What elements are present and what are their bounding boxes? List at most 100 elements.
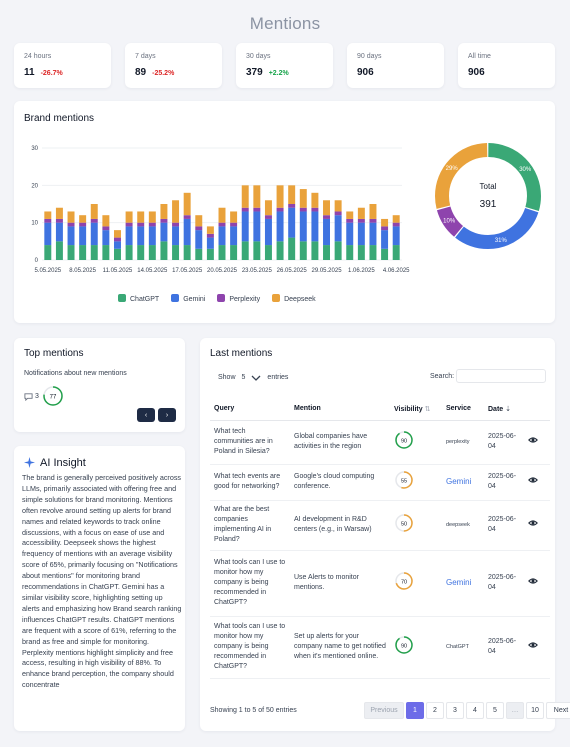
bar-segment-perplexity[interactable]	[369, 218, 377, 223]
bar-segment-chatgpt[interactable]	[264, 245, 272, 260]
bar-segment-chatgpt[interactable]	[148, 245, 156, 260]
bar-segment-chatgpt[interactable]	[218, 245, 226, 260]
bar-segment-chatgpt[interactable]	[276, 241, 284, 260]
bar-segment-deepseek[interactable]	[369, 204, 377, 219]
bar-segment-deepseek[interactable]	[148, 211, 156, 223]
bar-segment-perplexity[interactable]	[323, 215, 330, 219]
bar-segment-gemini[interactable]	[357, 222, 365, 246]
bar-segment-deepseek[interactable]	[102, 215, 110, 227]
pagination-page-3[interactable]: 3	[446, 702, 464, 719]
table-row[interactable]: What tech communities are in Poland in S…	[210, 420, 550, 465]
bar-segment-perplexity[interactable]	[67, 222, 75, 227]
bar-segment-deepseek[interactable]	[206, 226, 214, 234]
bar-segment-deepseek[interactable]	[125, 211, 133, 223]
bar-segment-perplexity[interactable]	[346, 218, 354, 223]
bar-segment-gemini[interactable]	[114, 241, 121, 249]
bar-segment-gemini[interactable]	[67, 226, 75, 246]
table-row[interactable]: What tools can I use to monitor how my c…	[210, 616, 550, 679]
bar-segment-gemini[interactable]	[288, 207, 296, 238]
bar-segment-perplexity[interactable]	[183, 215, 191, 219]
bar-segment-gemini[interactable]	[148, 226, 156, 246]
bar-segment-chatgpt[interactable]	[44, 245, 52, 260]
search-input[interactable]	[456, 369, 546, 383]
bar-segment-perplexity[interactable]	[44, 218, 52, 223]
bar-segment-chatgpt[interactable]	[392, 245, 400, 260]
bar-segment-chatgpt[interactable]	[206, 248, 214, 260]
bar-segment-chatgpt[interactable]	[323, 245, 330, 260]
bar-segment-deepseek[interactable]	[55, 207, 63, 219]
bar-segment-deepseek[interactable]	[114, 230, 121, 238]
bar-segment-chatgpt[interactable]	[334, 241, 342, 260]
bar-segment-deepseek[interactable]	[230, 211, 238, 223]
bar-segment-deepseek[interactable]	[346, 211, 354, 219]
bar-segment-gemini[interactable]	[253, 211, 261, 242]
bar-segment-gemini[interactable]	[79, 226, 87, 246]
bar-segment-deepseek[interactable]	[264, 200, 272, 216]
bar-segment-deepseek[interactable]	[90, 204, 98, 219]
donut-slice-gemini[interactable]	[435, 143, 541, 249]
legend-item-perplexity[interactable]: Perplexity	[217, 294, 260, 303]
bar-segment-deepseek[interactable]	[392, 215, 400, 223]
donut-slice-deepseek[interactable]	[435, 143, 541, 249]
bar-segment-deepseek[interactable]	[67, 211, 75, 223]
bar-segment-perplexity[interactable]	[148, 222, 156, 227]
bar-segment-chatgpt[interactable]	[195, 248, 203, 260]
bar-segment-gemini[interactable]	[90, 222, 98, 246]
bar-segment-chatgpt[interactable]	[125, 245, 133, 260]
bar-segment-gemini[interactable]	[369, 222, 377, 246]
pagination-page-10[interactable]: 10	[526, 702, 544, 719]
bar-segment-deepseek[interactable]	[218, 207, 226, 223]
bar-segment-gemini[interactable]	[381, 230, 389, 249]
bar-segment-chatgpt[interactable]	[369, 245, 377, 260]
bar-segment-gemini[interactable]	[346, 222, 354, 246]
col-header-service[interactable]: Service	[442, 398, 484, 421]
bar-segment-gemini[interactable]	[334, 215, 342, 242]
bar-segment-gemini[interactable]	[44, 222, 52, 246]
table-row[interactable]: What are the best companies implementing…	[210, 500, 550, 551]
bar-segment-gemini[interactable]	[183, 218, 191, 246]
bar-segment-deepseek[interactable]	[357, 207, 365, 219]
eye-icon[interactable]	[528, 640, 538, 650]
pagination-next[interactable]: Next	[546, 702, 570, 719]
bar-segment-gemini[interactable]	[102, 230, 110, 246]
bar-segment-gemini[interactable]	[230, 226, 238, 246]
eye-icon[interactable]	[528, 475, 538, 485]
legend-item-chatgpt[interactable]: ChatGPT	[118, 294, 159, 303]
bar-segment-gemini[interactable]	[125, 226, 133, 246]
bar-segment-gemini[interactable]	[55, 222, 63, 242]
bar-segment-deepseek[interactable]	[241, 185, 249, 208]
bar-segment-perplexity[interactable]	[114, 237, 121, 242]
eye-icon[interactable]	[528, 518, 538, 528]
bar-segment-deepseek[interactable]	[253, 185, 261, 208]
legend-item-gemini[interactable]: Gemini	[171, 294, 205, 303]
bar-segment-perplexity[interactable]	[392, 222, 400, 227]
bar-segment-chatgpt[interactable]	[230, 245, 238, 260]
bar-segment-deepseek[interactable]	[381, 218, 389, 227]
bar-segment-deepseek[interactable]	[160, 204, 168, 219]
bar-segment-deepseek[interactable]	[311, 192, 319, 208]
bar-segment-perplexity[interactable]	[241, 207, 249, 212]
bar-segment-chatgpt[interactable]	[79, 245, 87, 260]
bar-segment-perplexity[interactable]	[264, 215, 272, 219]
col-header-visibility[interactable]: Visibility ⇅	[390, 398, 442, 421]
bar-segment-perplexity[interactable]	[79, 222, 87, 227]
pagination-page-2[interactable]: 2	[426, 702, 444, 719]
entries-select[interactable]: 5	[242, 374, 262, 381]
bar-segment-deepseek[interactable]	[137, 211, 145, 223]
bar-segment-gemini[interactable]	[323, 218, 330, 246]
bar-segment-gemini[interactable]	[195, 230, 203, 249]
bar-segment-chatgpt[interactable]	[172, 245, 180, 260]
bar-segment-perplexity[interactable]	[195, 226, 203, 231]
bar-segment-deepseek[interactable]	[195, 215, 203, 227]
col-header-mention[interactable]: Mention	[290, 398, 390, 421]
bar-segment-chatgpt[interactable]	[67, 245, 75, 260]
col-header-date[interactable]: Date ⇣	[484, 398, 524, 421]
bar-segment-perplexity[interactable]	[137, 222, 145, 227]
bar-segment-chatgpt[interactable]	[55, 241, 63, 260]
pagination-page-5[interactable]: 5	[486, 702, 504, 719]
bar-segment-chatgpt[interactable]	[183, 245, 191, 260]
bar-segment-chatgpt[interactable]	[90, 245, 98, 260]
bar-segment-gemini[interactable]	[276, 211, 284, 242]
bar-segment-gemini[interactable]	[172, 226, 180, 246]
prev-mention-button[interactable]: ‹	[137, 408, 155, 422]
